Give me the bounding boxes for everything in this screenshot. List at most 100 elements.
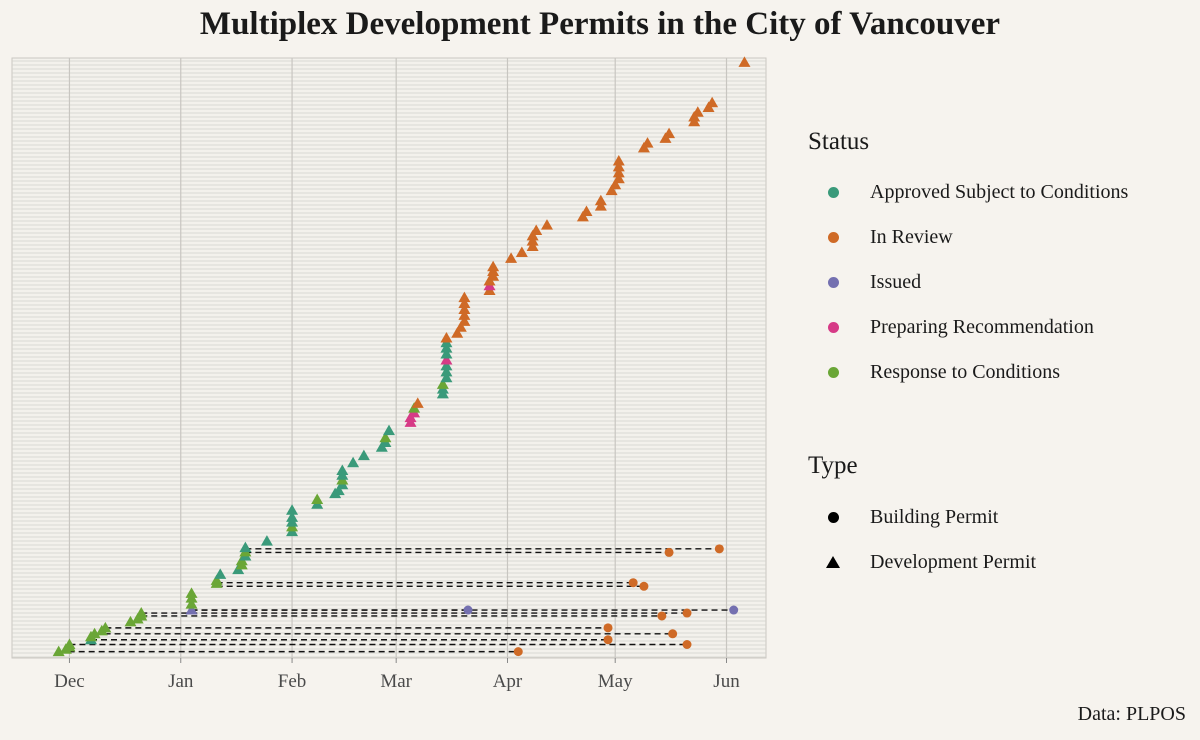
status-legend-title: Status [808,128,870,155]
development-permit-point [332,484,345,496]
development-permit-point [185,598,198,609]
legend-label: Response to Conditions [870,360,1061,383]
development-permit-point [580,205,593,216]
status-legend-entry: Approved Subject to Conditions [826,180,1128,204]
legend-color-key [828,186,839,198]
development-permit-point [691,106,704,117]
development-permit-point [487,260,500,272]
x-tick-label: Apr [493,671,523,692]
building-permit-point [714,544,724,554]
legend-label: In Review [870,225,953,248]
development-permit-point [594,194,607,206]
type-legend-entry: Development Permit [826,550,1036,574]
development-permit-point [505,252,518,263]
development-permit-point [440,331,453,343]
building-permit-point [657,611,667,621]
x-tick-label: Jan [168,671,194,692]
triangle-shape-icon [826,556,840,568]
development-permit-point [612,154,625,166]
plot-background [11,57,767,659]
development-permit-point [185,587,198,598]
gridlines [12,58,766,658]
legend-label: Preparing Recommendation [870,315,1094,338]
development-permit-point [458,315,471,326]
development-permit-point [440,353,453,365]
development-permit-point [526,240,539,252]
development-permit-point [436,378,449,389]
building-permit-point [603,623,613,633]
building-permit-point [682,639,692,649]
development-permit-point [311,493,324,505]
development-permit-point [260,535,273,546]
x-tick-label: May [598,671,633,692]
development-permit-point [440,348,453,359]
legend-color-key [828,231,839,243]
development-permit-point [458,309,471,320]
development-permit-point [515,246,528,257]
building-permit-point [513,647,523,657]
development-permit-point [286,504,299,515]
plot-panel [11,57,767,659]
development-permit-point [347,456,360,468]
building-permit-point [682,608,692,618]
legend-color-key [828,276,839,288]
development-permit-point [383,424,395,436]
status-legend-entry: In Review [826,225,953,249]
development-permit-point [609,178,622,190]
x-tick-label: Feb [278,671,307,692]
development-permit-point [451,327,464,338]
development-permit-point [99,621,112,633]
development-permit-point [458,303,471,314]
data-points [52,56,751,657]
development-permit-point [124,615,137,627]
type-legend-entry: Building Permit [826,505,998,529]
status-legend-entry: Preparing Recommendation [826,315,1094,339]
development-permit-point [88,627,101,639]
development-permit-point [440,371,453,383]
chart-title: Multiplex Development Permits in the Cit… [199,6,1001,42]
development-permit-point [458,291,471,303]
development-permit-point [612,160,625,172]
permit-links [58,548,734,653]
development-permit-point [530,224,543,235]
development-permit-point [210,574,223,585]
circle-shape-icon [828,511,839,523]
development-permit-point [411,397,424,408]
development-permit-point [379,431,392,443]
development-permit-point [286,511,299,522]
development-permit-point [357,449,370,461]
legend-label: Development Permit [870,550,1037,573]
building-permit-point [463,605,473,615]
x-tick-label: Jun [713,671,740,692]
development-permit-point [336,464,349,475]
status-legend-entry: Issued [826,270,921,294]
development-permit-point [440,365,453,377]
development-permit-point [576,210,589,222]
legend-label: Building Permit [870,505,999,528]
development-permit-point [594,200,607,211]
x-axis: Dec Jan Feb Mar Apr May Jun [54,658,740,692]
building-permit-point [628,578,638,588]
building-permit-point [729,605,739,615]
x-tick-label: Mar [380,671,412,692]
chart-caption: Data: PLPOS [1077,703,1186,725]
x-tick-label: Dec [54,671,85,692]
legend-color-key [828,321,839,333]
development-permit-point [641,137,654,148]
development-permit-point [605,184,618,196]
development-permit-point [440,359,453,371]
development-permit-point [440,342,453,353]
development-permit-point [663,127,676,139]
status-legend-entry: Response to Conditions [826,360,1060,384]
development-permit-point [454,321,467,332]
development-permit-point [540,219,553,230]
building-permit-point [639,581,649,591]
development-permit-point [214,568,227,579]
development-permit-point [738,56,751,67]
development-permit-point [612,166,625,178]
development-permit-point [526,235,539,246]
development-permit-point [612,172,625,184]
development-permit-point [239,541,252,553]
type-legend-title: Type [808,452,858,479]
